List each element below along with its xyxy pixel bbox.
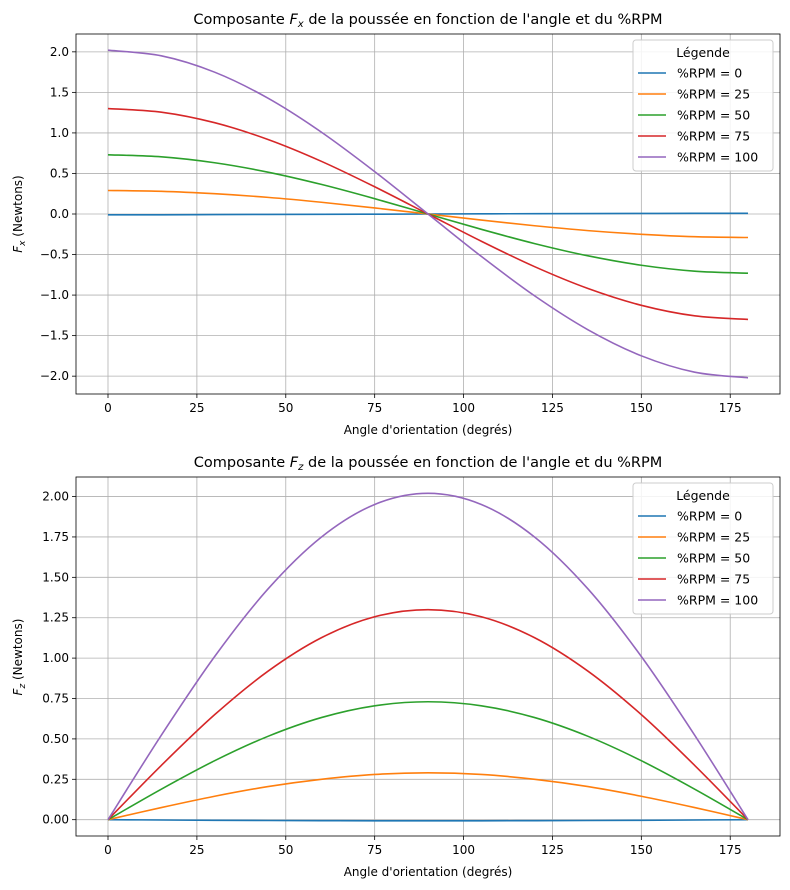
x-axis-label: Angle d'orientation (degrés) bbox=[344, 865, 513, 879]
y-tick-label: 1.5 bbox=[50, 85, 69, 99]
x-tick-label: 25 bbox=[189, 401, 204, 415]
x-tick-label: 25 bbox=[189, 843, 204, 857]
y-tick-label: −1.0 bbox=[40, 288, 69, 302]
legend-box bbox=[632, 482, 774, 615]
legend-label: %RPM = 75 bbox=[677, 572, 750, 587]
y-tick-label: 1.00 bbox=[42, 651, 69, 665]
y-tick-label: 2.0 bbox=[50, 45, 69, 59]
y-axis-label: Fx (Newtons) bbox=[11, 175, 28, 253]
x-tick-label: 150 bbox=[630, 843, 653, 857]
legend-label: %RPM = 100 bbox=[677, 593, 758, 608]
y-tick-label: −0.5 bbox=[40, 248, 69, 262]
y-tick-label: 2.00 bbox=[42, 490, 69, 504]
legend-label: %RPM = 0 bbox=[677, 509, 742, 524]
legend-label: %RPM = 25 bbox=[677, 87, 750, 102]
series-line-rpm-1 bbox=[107, 772, 749, 821]
series-line-rpm-4 bbox=[107, 49, 749, 379]
legend-label: %RPM = 75 bbox=[677, 129, 750, 144]
series-line-rpm-3 bbox=[107, 608, 749, 821]
series-line-rpm-0 bbox=[107, 818, 749, 822]
y-tick-label: −2.0 bbox=[40, 369, 69, 383]
legend-label: %RPM = 0 bbox=[677, 66, 742, 81]
legend-label: %RPM = 25 bbox=[677, 530, 750, 545]
x-tick-label: 150 bbox=[630, 401, 653, 415]
chart-title: Composante Fx de la poussée en fonction … bbox=[193, 12, 662, 30]
x-tick-label: 125 bbox=[541, 843, 564, 857]
y-tick-label: 0.00 bbox=[42, 813, 69, 827]
legend-label: %RPM = 50 bbox=[677, 108, 750, 123]
x-tick-label: 0 bbox=[104, 843, 112, 857]
y-tick-label: 0.0 bbox=[50, 207, 69, 221]
series-line-rpm-2 bbox=[107, 700, 749, 821]
x-tick-label: 125 bbox=[541, 401, 564, 415]
y-axis-label: Fz (Newtons) bbox=[11, 619, 28, 696]
y-tick-label: −1.5 bbox=[40, 329, 69, 343]
legend-title: Légende bbox=[676, 488, 730, 503]
y-tick-label: 0.50 bbox=[42, 732, 69, 746]
chart-fx-panel: Composante Fx de la poussée en fonction … bbox=[11, 12, 781, 437]
legend-label: %RPM = 100 bbox=[677, 150, 758, 165]
x-tick-label: 100 bbox=[452, 843, 475, 857]
y-tick-label: 1.75 bbox=[42, 530, 69, 544]
x-tick-label: 175 bbox=[719, 843, 742, 857]
chart-title: Composante Fz de la poussée en fonction … bbox=[194, 455, 663, 473]
y-tick-label: 0.25 bbox=[42, 772, 69, 786]
x-tick-label: 50 bbox=[278, 843, 293, 857]
legend-label: %RPM = 50 bbox=[677, 551, 750, 566]
x-tick-label: 75 bbox=[367, 843, 382, 857]
x-tick-label: 100 bbox=[452, 401, 475, 415]
legend: Légende %RPM = 0 %RPM = 25 %RPM = 50 %RPM =… bbox=[632, 482, 774, 615]
x-axis-label: Angle d'orientation (degrés) bbox=[344, 423, 513, 437]
x-tick-label: 0 bbox=[104, 401, 112, 415]
legend-title: Légende bbox=[676, 45, 730, 60]
chart-fz-panel: Composante Fz de la poussée en fonction … bbox=[11, 455, 781, 879]
legend-box bbox=[632, 39, 774, 172]
plot-area-frame bbox=[75, 476, 781, 837]
y-tick-label: 1.25 bbox=[42, 611, 69, 625]
series-line-rpm-4 bbox=[107, 492, 749, 821]
y-tick-label: 1.0 bbox=[50, 126, 69, 140]
legend: Légende %RPM = 0 %RPM = 25 %RPM = 50 %RPM =… bbox=[632, 39, 774, 172]
y-tick-label: 1.50 bbox=[42, 570, 69, 584]
y-tick-label: 0.5 bbox=[50, 166, 69, 180]
x-tick-label: 75 bbox=[367, 401, 382, 415]
x-tick-label: 50 bbox=[278, 401, 293, 415]
y-tick-label: 0.75 bbox=[42, 692, 69, 706]
x-tick-label: 175 bbox=[719, 401, 742, 415]
